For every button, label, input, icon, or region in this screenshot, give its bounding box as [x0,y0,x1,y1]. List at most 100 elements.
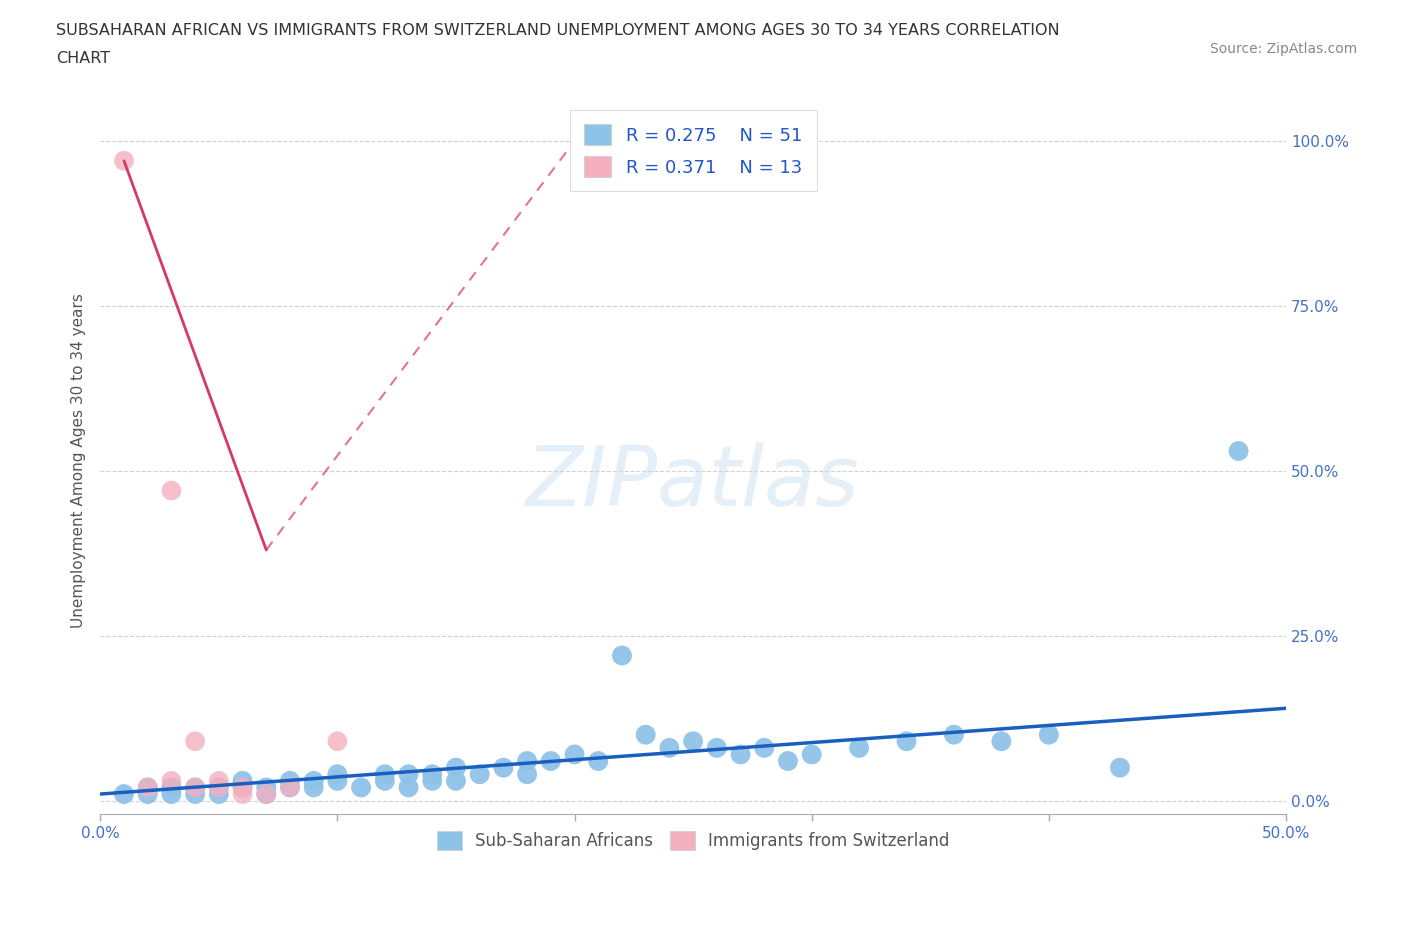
Point [634,727,657,742]
Point [326,767,349,782]
Point [208,780,231,795]
Legend: Sub-Saharan Africans, Immigrants from Switzerland: Sub-Saharan Africans, Immigrants from Sw… [429,822,957,858]
Point [444,760,467,775]
Point [540,753,562,768]
Point [208,787,231,802]
Point [184,787,207,802]
Point [374,767,396,782]
Point [208,780,231,795]
Point [254,787,277,802]
Point [730,747,752,762]
Point [444,774,467,789]
Point [398,767,420,782]
Point [208,774,231,789]
Point [658,740,681,755]
Point [516,767,538,782]
Point [540,753,562,768]
Point [374,774,396,789]
Point [374,767,396,782]
Point [278,780,301,795]
Point [990,734,1012,749]
Point [184,787,207,802]
Point [350,780,373,795]
Point [848,740,870,755]
Point [160,774,183,789]
Point [326,734,349,749]
Point [468,767,491,782]
Point [326,774,349,789]
Point [516,767,538,782]
Point [160,780,183,795]
Y-axis label: Unemployment Among Ages 30 to 34 years: Unemployment Among Ages 30 to 34 years [72,294,86,629]
Point [420,767,443,782]
Point [326,774,349,789]
Point [800,747,823,762]
Point [848,740,870,755]
Point [1038,727,1060,742]
Point [398,767,420,782]
Point [610,648,633,663]
Point [896,734,918,749]
Point [588,753,610,768]
Point [112,787,135,802]
Point [112,787,135,802]
Point [350,780,373,795]
Point [254,787,277,802]
Point [706,740,728,755]
Point [136,780,159,795]
Point [184,780,207,795]
Point [610,648,633,663]
Point [398,780,420,795]
Point [112,153,135,168]
Point [564,747,586,762]
Point [420,774,443,789]
Point [754,740,776,755]
Point [942,727,965,742]
Point [682,734,704,749]
Point [942,727,965,742]
Point [254,780,277,795]
Point [184,780,207,795]
Point [278,780,301,795]
Point [990,734,1012,749]
Point [1109,760,1132,775]
Point [278,780,301,795]
Point [160,780,183,795]
Point [160,787,183,802]
Point [800,747,823,762]
Point [136,787,159,802]
Point [1227,444,1250,458]
Point [706,740,728,755]
Point [1227,444,1250,458]
Point [776,753,799,768]
Text: Source: ZipAtlas.com: Source: ZipAtlas.com [1209,42,1357,56]
Point [564,747,586,762]
Point [444,760,467,775]
Point [254,780,277,795]
Point [232,780,254,795]
Point [302,774,325,789]
Point [232,774,254,789]
Point [326,767,349,782]
Point [278,774,301,789]
Point [492,760,515,775]
Point [492,760,515,775]
Point [1038,727,1060,742]
Point [136,780,159,795]
Point [420,774,443,789]
Point [184,780,207,795]
Point [444,774,467,789]
Point [420,767,443,782]
Point [516,753,538,768]
Point [302,780,325,795]
Point [208,787,231,802]
Point [374,774,396,789]
Point [184,734,207,749]
Point [232,787,254,802]
Point [232,774,254,789]
Point [754,740,776,755]
Point [136,787,159,802]
Point [634,727,657,742]
Point [658,740,681,755]
Text: SUBSAHARAN AFRICAN VS IMMIGRANTS FROM SWITZERLAND UNEMPLOYMENT AMONG AGES 30 TO : SUBSAHARAN AFRICAN VS IMMIGRANTS FROM SW… [56,23,1060,38]
